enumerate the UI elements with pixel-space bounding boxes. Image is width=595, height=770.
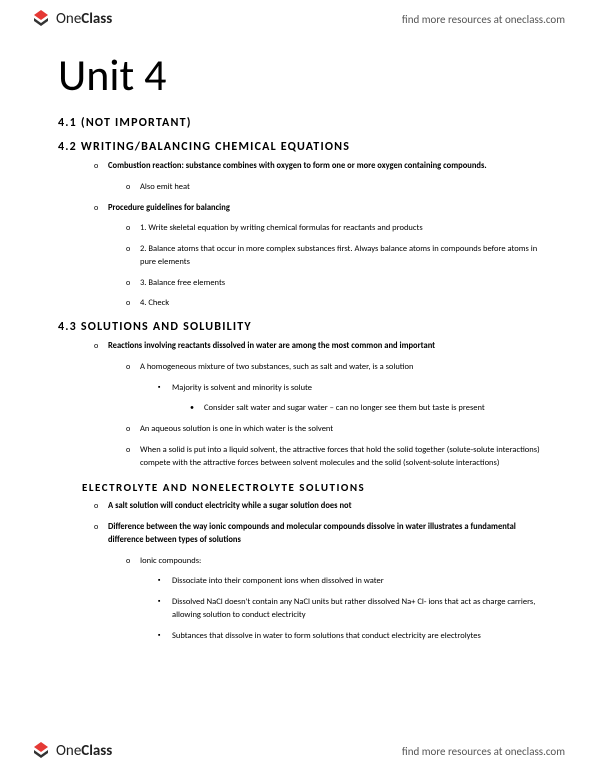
list-item: Procedure guidelines for balancing	[94, 202, 549, 215]
list-item: When a solid is put into a liquid solven…	[126, 444, 549, 470]
list-item: Reactions involving reactants dissolved …	[94, 340, 549, 353]
list-item: An aqueous solution is one in which wate…	[126, 423, 549, 436]
list-item: Dissolved NaCl doesn't contain any NaCl …	[158, 596, 549, 622]
list-4-3: Reactions involving reactants dissolved …	[58, 340, 549, 469]
oneclass-logo-icon	[30, 740, 52, 762]
list-item: 3. Balance free elements	[126, 277, 549, 290]
list-4-2: Combustion reaction: substance combines …	[58, 160, 549, 310]
list-item: Consider salt water and sugar water – ca…	[190, 402, 549, 415]
page-footer: OneClass find more resources at oneclass…	[0, 732, 595, 770]
resources-link[interactable]: find more resources at oneclass.com	[402, 745, 565, 758]
list-electrolyte: A salt solution will conduct electricity…	[58, 500, 549, 642]
list-item: Ionic compounds:	[126, 555, 549, 568]
list-item: Majority is solvent and minority is solu…	[158, 382, 549, 395]
logo: OneClass	[30, 740, 112, 762]
list-item: Dissociate into their component ions whe…	[158, 575, 549, 588]
section-4-2: 4.2 WRITING/BALANCING CHEMICAL EQUATIONS	[58, 140, 549, 154]
list-item: 1. Write skeletal equation by writing ch…	[126, 222, 549, 235]
logo: OneClass	[30, 8, 112, 30]
list-item: A salt solution will conduct electricity…	[94, 500, 549, 513]
section-electrolyte: ELECTROLYTE AND NONELECTROLYTE SOLUTIONS	[82, 481, 549, 494]
logo-text: OneClass	[56, 742, 112, 760]
list-item: 2. Balance atoms that occur in more comp…	[126, 243, 549, 269]
resources-link[interactable]: find more resources at oneclass.com	[402, 13, 565, 26]
document-content: Unit 4 4.1 (NOT IMPORTANT) 4.2 WRITING/B…	[58, 48, 549, 730]
list-item: Also emit heat	[126, 181, 549, 194]
list-item: 4. Check	[126, 297, 549, 310]
list-item: Difference between the way ionic compoun…	[94, 521, 549, 547]
list-item: Subtances that dissolve in water to form…	[158, 630, 549, 643]
list-item: A homogeneous mixture of two substances,…	[126, 361, 549, 374]
section-4-3: 4.3 SOLUTIONS AND SOLUBILITY	[58, 320, 549, 334]
page-header: OneClass find more resources at oneclass…	[0, 0, 595, 38]
oneclass-logo-icon	[30, 8, 52, 30]
logo-text: OneClass	[56, 10, 112, 28]
list-item: Combustion reaction: substance combines …	[94, 160, 549, 173]
main-title: Unit 4	[58, 48, 549, 102]
section-4-1: 4.1 (NOT IMPORTANT)	[58, 116, 549, 130]
